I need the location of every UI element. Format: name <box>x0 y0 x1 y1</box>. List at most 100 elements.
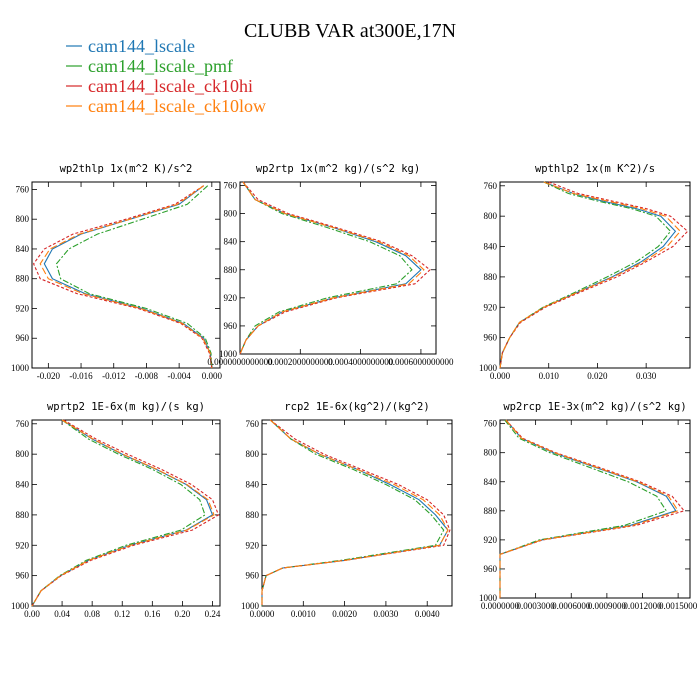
y-tick-label: 840 <box>16 480 30 490</box>
x-tick-label: 0.0006000000000 <box>388 357 454 367</box>
y-tick-label: 840 <box>246 480 260 490</box>
y-tick-label: 880 <box>224 265 238 275</box>
plot-frame <box>499 181 691 369</box>
y-tick-label: 1000 <box>219 349 238 359</box>
series-line-3 <box>499 181 689 369</box>
x-tick-label: 0.0000 <box>250 609 275 619</box>
x-tick-label: 0.0002000000000 <box>268 357 334 367</box>
x-tick-label: 0.030 <box>636 371 657 381</box>
y-tick-label: 840 <box>484 242 498 252</box>
x-tick-label: 0.0020 <box>332 609 357 619</box>
y-tick-label: 760 <box>16 419 30 429</box>
x-tick-label: 0.0012000 <box>623 601 662 611</box>
series-line-4 <box>39 185 213 369</box>
legend-label: cam144_lscale_pmf <box>88 56 233 76</box>
y-tick-label: 840 <box>484 477 498 487</box>
panel-title: wp2rcp 1E-3x(m^2 kg)/(s^2 kg) <box>503 401 686 413</box>
x-tick-label: 0.0030 <box>374 609 399 619</box>
series-line-2 <box>261 419 445 606</box>
panel-2: wp2rtp 1x(m^2 kg)/(s^2 kg) 760 800 840 880 92… <box>207 163 454 367</box>
y-tick-label: 800 <box>484 211 498 221</box>
x-tick-label: 0.000 <box>202 371 223 381</box>
y-tick-label: 800 <box>246 449 260 459</box>
panel-5: rcp2 1E-6x(kg^2)/(kg^2) 760 800 840 880 920 96… <box>241 401 453 619</box>
y-tick-label: 880 <box>484 272 498 282</box>
x-tick-label: 0.0006000 <box>552 601 591 611</box>
panel-title: wprtp2 1E-6x(m kg)/(s kg) <box>47 401 205 413</box>
x-tick-label: 0.000 <box>490 371 511 381</box>
panel-title: wp2thlp 1x(m^2 K)/s^2 <box>60 163 193 175</box>
y-tick-label: 880 <box>484 506 498 516</box>
x-tick-label: -0.012 <box>102 371 125 381</box>
y-tick-label: 1000 <box>11 601 30 611</box>
y-tick-label: 920 <box>16 540 30 550</box>
series-line-4 <box>499 181 682 369</box>
y-tick-label: 800 <box>16 214 30 224</box>
x-tick-label: 0.020 <box>587 371 608 381</box>
y-tick-label: 880 <box>16 510 30 520</box>
panel-4: wprtp2 1E-6x(m kg)/(s kg) 760 800 840 880 920… <box>11 401 221 619</box>
panels: wp2thlp 1x(m^2 K)/s^2 760 800 840 880 920 960 1… <box>11 163 698 619</box>
legend: cam144_lscalecam144_lscale_pmfcam144_lsc… <box>66 36 266 116</box>
x-tick-label: 0.0015000 <box>659 601 698 611</box>
x-tick-label: -0.004 <box>168 371 192 381</box>
series-line-4 <box>239 181 425 355</box>
series-line-3 <box>32 185 213 369</box>
series-line-4 <box>261 419 449 606</box>
panel-6: wp2rcp 1E-3x(m^2 kg)/(s^2 kg) 760 800 840 88… <box>479 401 698 611</box>
y-tick-label: 880 <box>246 510 260 520</box>
y-tick-label: 760 <box>484 419 498 429</box>
y-tick-label: 760 <box>16 184 30 194</box>
plot-frame <box>499 419 691 599</box>
x-tick-label: 0.010 <box>539 371 560 381</box>
series-line-3 <box>261 419 451 606</box>
panel-title: wpthlp2 1x(m K^2)/s <box>535 163 655 175</box>
y-tick-label: 760 <box>484 181 498 191</box>
x-tick-label: 0.0003000 <box>517 601 556 611</box>
series-line-3 <box>31 419 220 607</box>
x-tick-label: 0.24 <box>205 609 221 619</box>
y-tick-label: 840 <box>224 237 238 247</box>
y-tick-label: 960 <box>224 321 238 331</box>
y-tick-label: 920 <box>484 302 498 312</box>
x-tick-label: 0.0040 <box>415 609 440 619</box>
y-tick-label: 1000 <box>479 593 498 603</box>
y-tick-label: 760 <box>246 419 260 429</box>
plot-frame <box>31 181 221 369</box>
y-tick-label: 920 <box>16 303 30 313</box>
y-tick-label: 920 <box>246 540 260 550</box>
x-tick-label: 0.12 <box>114 609 130 619</box>
legend-label: cam144_lscale_ck10low <box>88 96 266 116</box>
panel-title: wp2rtp 1x(m^2 kg)/(s^2 kg) <box>256 163 420 175</box>
x-tick-label: 0.0010 <box>291 609 316 619</box>
x-tick-label: 0.16 <box>144 609 160 619</box>
series-line-3 <box>239 181 431 355</box>
y-tick-label: 1000 <box>479 363 498 373</box>
y-tick-label: 800 <box>484 448 498 458</box>
plot-frame <box>239 181 437 355</box>
x-tick-label: 0.20 <box>175 609 191 619</box>
y-tick-label: 800 <box>224 209 238 219</box>
plot-frame <box>31 419 221 607</box>
x-tick-label: -0.008 <box>135 371 159 381</box>
y-tick-label: 840 <box>16 244 30 254</box>
y-tick-label: 1000 <box>241 601 260 611</box>
series-line-2 <box>55 185 213 369</box>
y-tick-label: 760 <box>224 181 238 191</box>
x-tick-label: 0.08 <box>84 609 100 619</box>
x-tick-label: 0.0004000000000 <box>328 357 394 367</box>
series-line-2 <box>499 419 668 598</box>
x-tick-label: 0.0000000000000 <box>207 357 273 367</box>
panel-title: rcp2 1E-6x(kg^2)/(kg^2) <box>284 401 429 413</box>
series-line-4 <box>31 419 215 607</box>
y-tick-label: 920 <box>224 293 238 303</box>
x-tick-label: -0.016 <box>69 371 93 381</box>
plot-frame <box>261 419 453 607</box>
y-tick-label: 880 <box>16 274 30 284</box>
x-tick-label: 0.0000000 <box>481 601 520 611</box>
y-tick-label: 800 <box>16 449 30 459</box>
y-tick-label: 920 <box>484 535 498 545</box>
y-tick-label: 960 <box>484 333 498 343</box>
y-tick-label: 960 <box>16 571 30 581</box>
x-tick-label: -0.020 <box>37 371 61 381</box>
